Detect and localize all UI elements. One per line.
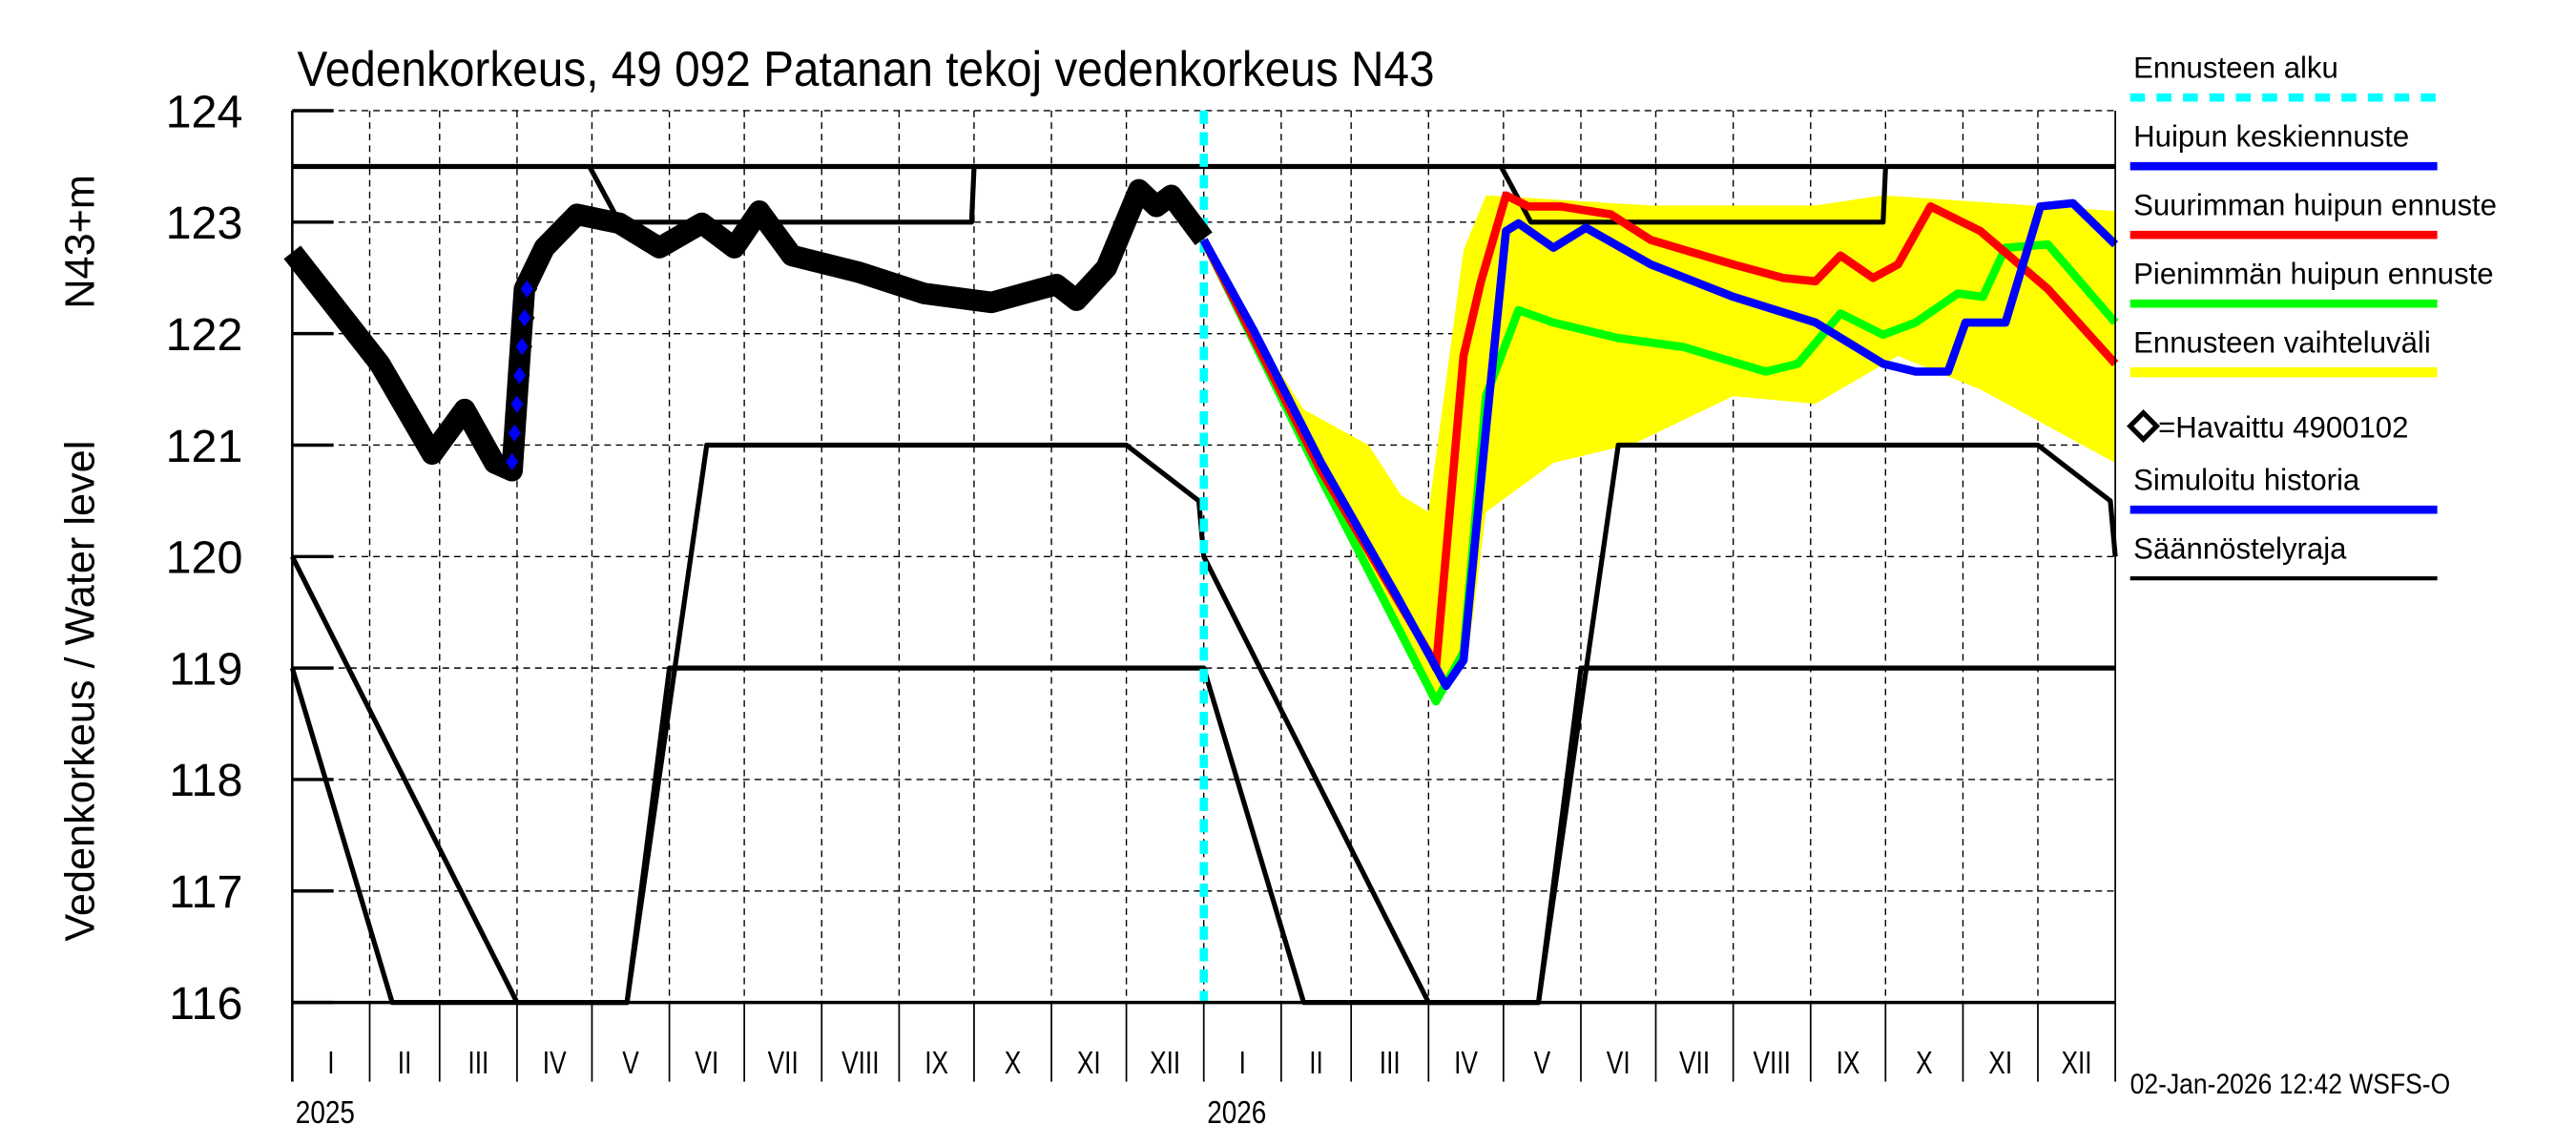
y-tick-label: 120 — [166, 532, 243, 584]
y-tick-label: 123 — [166, 198, 243, 249]
legend-label: Suurimman huipun ennuste — [2133, 188, 2497, 221]
legend: Ennusteen alku Huipun keskiennuste Suurimm… — [2127, 51, 2497, 581]
forecast-range-area — [1203, 195, 2116, 702]
month-label: IV — [1454, 1046, 1478, 1080]
chart-title: Vedenkorkeus, 49 092 Patanan tekoj veden… — [298, 41, 1435, 96]
month-label: V — [622, 1046, 639, 1080]
diamond-marker-icon — [2127, 409, 2161, 444]
month-label: II — [398, 1046, 412, 1080]
legend-entry: Säännöstelyraja — [2129, 531, 2438, 581]
y-tick-label: 118 — [169, 755, 242, 806]
legend-label: Huipun keskiennuste — [2133, 119, 2409, 153]
month-label: III — [1380, 1046, 1401, 1080]
legend-label: =Havaittu 4900102 — [2158, 411, 2408, 445]
month-label: VI — [1607, 1046, 1631, 1080]
month-label: IX — [924, 1046, 948, 1080]
regulation-limit-line — [587, 165, 977, 225]
mean-peak-forecast-line — [1199, 198, 2119, 691]
observed-diamond-marker — [504, 418, 526, 448]
observed-diamond-marker — [501, 447, 523, 477]
y-axis-unit-label: N43+m — [58, 175, 104, 309]
month-label: VI — [695, 1046, 718, 1080]
legend-label: Pienimmän huipun ennuste — [2133, 257, 2493, 290]
month-label: I — [327, 1046, 334, 1080]
observed-diamond-marker — [513, 303, 535, 333]
y-tick-label: 121 — [166, 421, 243, 472]
y-tick-label: 116 — [169, 978, 242, 1030]
month-label: V — [1534, 1046, 1551, 1080]
legend-entry: Pienimmän huipun ennuste — [2129, 257, 2494, 308]
month-label: I — [1239, 1046, 1246, 1080]
month-label: XII — [1150, 1046, 1180, 1080]
legend-entry: Ennusteen alku — [2129, 51, 2438, 102]
y-tick-label: 124 — [166, 86, 243, 137]
month-label: VII — [1679, 1046, 1710, 1080]
observed-diamond-marker — [509, 361, 530, 390]
y-axis-label: Vedenkorkeus / Water level — [58, 441, 104, 942]
max-peak-forecast-line — [1199, 191, 2119, 673]
legend-entry: Huipun keskiennuste — [2129, 119, 2438, 171]
series — [283, 110, 2119, 1003]
month-label: XI — [1988, 1046, 2012, 1080]
legend-label: Ennusteen vaihteluväli — [2133, 325, 2431, 359]
forecast-range-band — [1203, 195, 2116, 702]
observed-series — [283, 178, 1213, 482]
month-label: IX — [1837, 1046, 1860, 1080]
legend-label: Säännöstelyraja — [2133, 531, 2347, 565]
y-tick-label: 122 — [166, 309, 243, 361]
legend-entry: Simuloitu historia — [2129, 463, 2438, 514]
timestamp: 02-Jan-2026 12:42 WSFS-O — [2130, 1069, 2451, 1100]
month-label: VIII — [841, 1046, 879, 1080]
month-label: VII — [768, 1046, 799, 1080]
month-label: XI — [1077, 1046, 1101, 1080]
regulation-limit-line — [1498, 165, 1888, 225]
month-label: X — [1005, 1046, 1022, 1080]
legend-entry: =Havaittu 4900102 — [2127, 409, 2408, 445]
y-tick-label: 117 — [169, 866, 242, 918]
observed-diamond-marker — [507, 389, 528, 419]
year-label: 2025 — [296, 1095, 355, 1131]
month-label: X — [1916, 1046, 1933, 1080]
grid — [292, 110, 2116, 1003]
y-tick-label: 119 — [169, 643, 242, 695]
month-label: III — [467, 1046, 488, 1080]
month-label: XII — [2061, 1046, 2091, 1080]
year-label: 2026 — [1207, 1095, 1266, 1131]
legend-entry: Suurimman huipun ennuste — [2129, 188, 2497, 239]
month-label: II — [1309, 1046, 1323, 1080]
observed-diamond-marker — [511, 332, 532, 362]
observed-diamond-marker — [516, 274, 538, 304]
month-label: IV — [543, 1046, 567, 1080]
legend-entry: Ennusteen vaihteluväli — [2129, 325, 2438, 378]
legend-label: Simuloitu historia — [2133, 463, 2360, 496]
legend-label: Ennusteen alku — [2133, 51, 2338, 84]
month-label: VIII — [1753, 1046, 1790, 1080]
